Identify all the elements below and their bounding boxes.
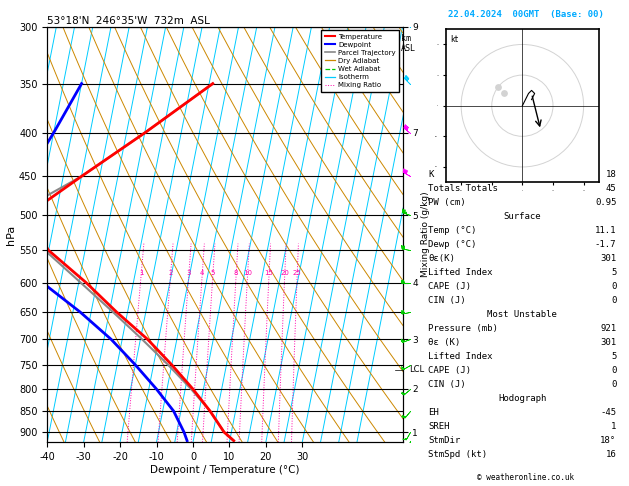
Text: 3: 3 <box>186 270 191 277</box>
Text: Hodograph: Hodograph <box>498 394 547 403</box>
Y-axis label: hPa: hPa <box>6 225 16 244</box>
Text: 4: 4 <box>200 270 204 277</box>
Text: 0.95: 0.95 <box>595 198 616 207</box>
Text: 0: 0 <box>611 296 616 305</box>
Text: θε(K): θε(K) <box>428 254 455 263</box>
Text: 18°: 18° <box>600 436 616 445</box>
Text: 2: 2 <box>169 270 172 277</box>
Text: θε (K): θε (K) <box>428 338 460 347</box>
Text: 10: 10 <box>243 270 252 277</box>
Text: LCL: LCL <box>409 365 425 374</box>
Text: 11.1: 11.1 <box>595 226 616 235</box>
Text: SREH: SREH <box>428 422 450 431</box>
Text: 22.04.2024  00GMT  (Base: 00): 22.04.2024 00GMT (Base: 00) <box>448 10 604 19</box>
X-axis label: Dewpoint / Temperature (°C): Dewpoint / Temperature (°C) <box>150 465 299 475</box>
Text: PW (cm): PW (cm) <box>428 198 466 207</box>
Text: CAPE (J): CAPE (J) <box>428 366 471 375</box>
Text: 0: 0 <box>611 366 616 375</box>
Text: CAPE (J): CAPE (J) <box>428 282 471 291</box>
Text: 5: 5 <box>611 268 616 277</box>
Text: 0: 0 <box>611 380 616 389</box>
Text: 15: 15 <box>265 270 274 277</box>
Text: 16: 16 <box>606 450 616 459</box>
Text: kt: kt <box>450 35 459 44</box>
Text: 301: 301 <box>600 338 616 347</box>
Text: StmSpd (kt): StmSpd (kt) <box>428 450 487 459</box>
Text: Surface: Surface <box>504 212 541 221</box>
Text: Most Unstable: Most Unstable <box>487 310 557 319</box>
Text: 18: 18 <box>606 170 616 179</box>
Y-axis label: Mixing Ratio (g/kg): Mixing Ratio (g/kg) <box>421 191 430 278</box>
Point <box>493 84 503 91</box>
Text: km
ASL: km ASL <box>401 34 416 53</box>
Text: © weatheronline.co.uk: © weatheronline.co.uk <box>477 473 574 482</box>
Text: 921: 921 <box>600 324 616 333</box>
Text: -45: -45 <box>600 408 616 417</box>
Text: 5: 5 <box>611 352 616 361</box>
Text: CIN (J): CIN (J) <box>428 380 466 389</box>
Text: 1: 1 <box>611 422 616 431</box>
Text: 20: 20 <box>281 270 289 277</box>
Text: Lifted Index: Lifted Index <box>428 268 493 277</box>
Point <box>499 89 509 97</box>
Text: 0: 0 <box>611 282 616 291</box>
Text: 5: 5 <box>211 270 215 277</box>
Text: 25: 25 <box>292 270 301 277</box>
Text: 301: 301 <box>600 254 616 263</box>
Text: 1: 1 <box>139 270 143 277</box>
Text: 53°18'N  246°35'W  732m  ASL: 53°18'N 246°35'W 732m ASL <box>47 16 210 26</box>
Text: StmDir: StmDir <box>428 436 460 445</box>
Legend: Temperature, Dewpoint, Parcel Trajectory, Dry Adiabat, Wet Adiabat, Isotherm, Mi: Temperature, Dewpoint, Parcel Trajectory… <box>321 30 399 92</box>
Text: Dewp (°C): Dewp (°C) <box>428 240 477 249</box>
Text: K: K <box>428 170 434 179</box>
Text: CIN (J): CIN (J) <box>428 296 466 305</box>
Text: Pressure (mb): Pressure (mb) <box>428 324 498 333</box>
Text: EH: EH <box>428 408 439 417</box>
Text: 45: 45 <box>606 184 616 193</box>
Text: -1.7: -1.7 <box>595 240 616 249</box>
Text: Totals Totals: Totals Totals <box>428 184 498 193</box>
Text: 8: 8 <box>234 270 238 277</box>
Text: Lifted Index: Lifted Index <box>428 352 493 361</box>
Text: Temp (°C): Temp (°C) <box>428 226 477 235</box>
